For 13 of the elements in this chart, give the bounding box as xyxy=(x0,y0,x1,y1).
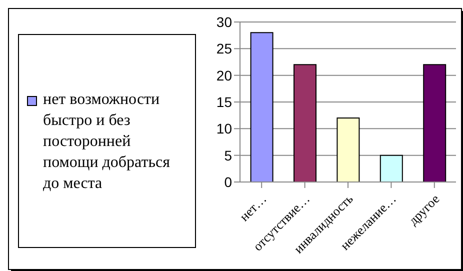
bar xyxy=(380,154,403,182)
bar xyxy=(294,64,316,182)
y-tick-label: 0 xyxy=(224,174,232,190)
y-tick-label: 5 xyxy=(224,147,232,164)
bar xyxy=(250,32,274,182)
y-tick-label: 20 xyxy=(216,67,232,84)
legend-label: нет возможности быстро и без посторонней помощи добраться до места xyxy=(43,90,171,194)
y-tick-label: 25 xyxy=(216,40,232,57)
bar xyxy=(423,64,446,182)
bar xyxy=(336,118,360,182)
y-tick-label: 15 xyxy=(216,94,232,110)
y-tick-label: 30 xyxy=(216,14,232,30)
y-tick-label: 10 xyxy=(216,120,232,137)
